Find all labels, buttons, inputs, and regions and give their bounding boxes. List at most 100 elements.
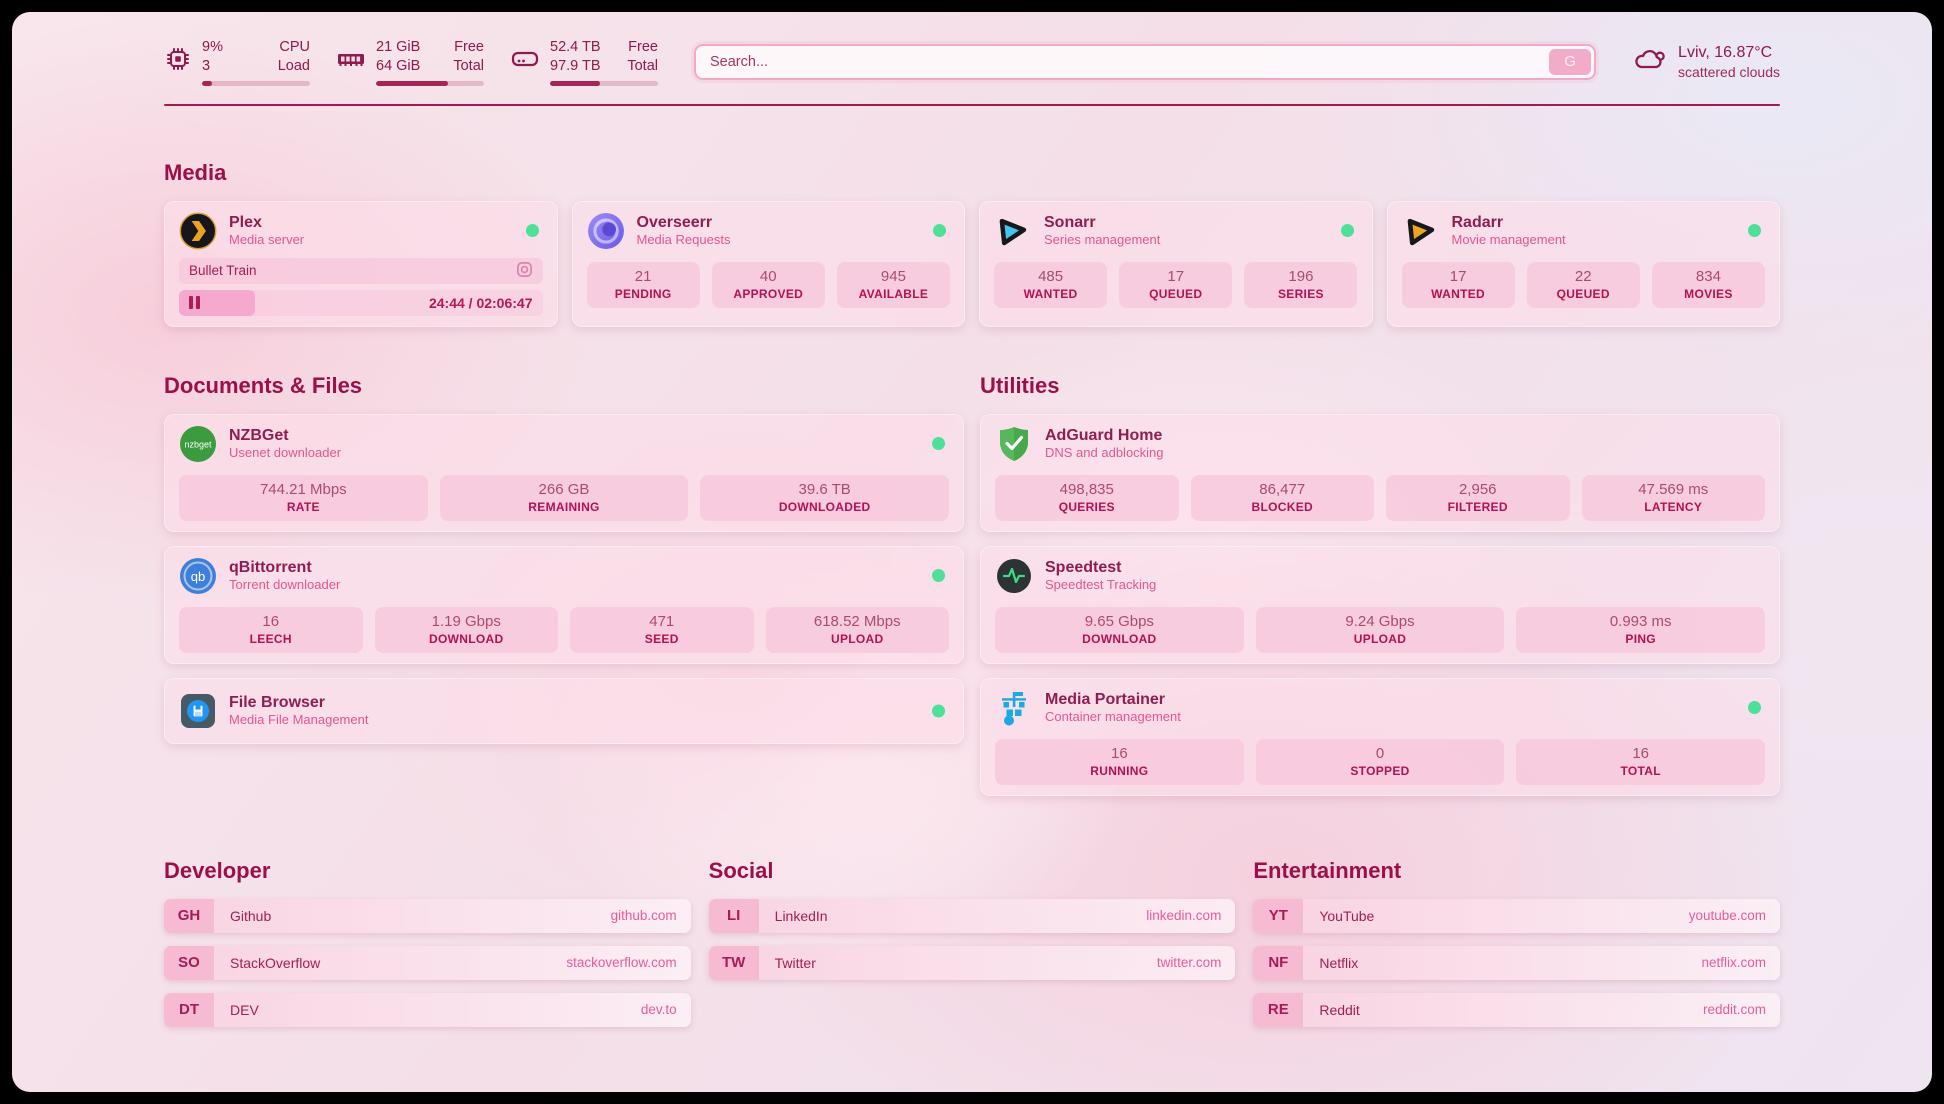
section-title-social: Social — [708, 857, 774, 883]
bookmark-netflix[interactable]: NF Netflix netflix.com — [1253, 945, 1780, 980]
app-subtitle: Series management — [1044, 231, 1161, 247]
app-card-nzbget[interactable]: nzbget NZBGet Usenet downloader 744.21 M… — [164, 413, 964, 532]
bookmark-name: Reddit — [1319, 1001, 1360, 1018]
app-subtitle: Media server — [229, 231, 305, 247]
dashboard-container: 9% 3 CPU Load — [12, 12, 1932, 1092]
stat-pill: 9.65 Gbps DOWNLOAD — [995, 606, 1244, 653]
section-media: Media Plex Media server Bullet Train — [164, 160, 1780, 327]
disk-total-value: 97.9 TB — [550, 57, 601, 74]
app-name: AdGuard Home — [1045, 426, 1163, 444]
playback-time: 24:44 / 02:06:47 — [428, 294, 533, 311]
disk-free-label: Free — [628, 39, 658, 55]
bookmark-url: twitter.com — [1156, 955, 1222, 971]
app-card-portainer[interactable]: Media Portainer Container management 16 R… — [980, 677, 1780, 796]
search-input[interactable] — [710, 53, 1543, 70]
dashboard-page: 9% 3 CPU Load — [12, 12, 1932, 1092]
stat-pill: 744.21 Mbps RATE — [179, 474, 428, 521]
overseerr-icon — [587, 212, 625, 250]
bookmark-name: Github — [230, 907, 272, 924]
bookmark-name: YouTube — [1319, 907, 1375, 924]
stat-pill: 485 WANTED — [994, 261, 1108, 308]
section-developer: Developer GH Github github.com SO StackO… — [164, 858, 691, 1027]
stat-pill: 22 QUEUED — [1526, 261, 1640, 308]
stat-pill: 86,477 BLOCKED — [1190, 474, 1374, 521]
bookmark-youtube[interactable]: YT YouTube youtube.com — [1253, 898, 1780, 933]
bookmark-url: linkedin.com — [1146, 908, 1222, 924]
plex-icon — [179, 212, 217, 250]
app-name: Sonarr — [1044, 213, 1096, 231]
app-name: Media Portainer — [1045, 690, 1166, 708]
bookmark-abbr: SO — [164, 945, 214, 980]
disk-icon — [510, 45, 540, 78]
stat-pill: 2,956 FILTERED — [1386, 474, 1570, 521]
app-card-plex[interactable]: Plex Media server Bullet Train 24:44 / 0… — [164, 200, 558, 327]
weather-location-temp: Lviv, 16.87°C — [1678, 43, 1773, 61]
status-indicator — [1748, 700, 1761, 714]
stat-pill: 16 RUNNING — [995, 738, 1244, 785]
app-card-qbittorrent[interactable]: qb qBittorrent Torrent downloader 16 LEEC… — [164, 545, 964, 664]
radarr-icon — [1402, 212, 1440, 250]
svg-text:nzbget: nzbget — [184, 439, 212, 449]
app-subtitle: Container management — [1045, 708, 1181, 724]
bookmark-url: dev.to — [640, 1002, 677, 1018]
app-card-filebrowser[interactable]: File Browser Media File Management — [164, 677, 964, 744]
section-title-utilities: Utilities — [980, 372, 1060, 398]
section-title-media: Media — [164, 159, 227, 185]
playback-progress-bar: 24:44 / 02:06:47 — [179, 289, 543, 316]
stat-pill: 0 STOPPED — [1255, 738, 1505, 785]
status-indicator — [525, 223, 539, 237]
bookmark-twitter[interactable]: TW Twitter twitter.com — [708, 945, 1236, 980]
app-name: Overseerr — [636, 213, 713, 231]
disk-total-label: Total — [627, 57, 658, 74]
cpu-icon — [164, 45, 192, 78]
adguard-icon — [995, 425, 1033, 463]
cpu-load-value: 3 — [202, 57, 211, 74]
bookmark-url: youtube.com — [1688, 908, 1766, 924]
bookmark-dev[interactable]: DT DEV dev.to — [164, 992, 691, 1027]
bookmark-url: netflix.com — [1701, 955, 1766, 971]
section-documents: Documents & Files nzbget NZBGet Usenet d… — [164, 373, 964, 744]
bookmark-name: StackOverflow — [230, 954, 321, 971]
stat-pill: 39.6 TB DOWNLOADED — [700, 474, 949, 521]
app-subtitle: DNS and adblocking — [1045, 444, 1164, 460]
bookmark-stackoverflow[interactable]: SO StackOverflow stackoverflow.com — [164, 945, 691, 980]
qbittorrent-icon: qb — [179, 557, 217, 595]
status-indicator — [932, 704, 945, 718]
stat-pill: 40 APPROVED — [711, 261, 825, 308]
bookmark-name: DEV — [230, 1001, 259, 1018]
cloud-icon — [1632, 44, 1666, 79]
speedtest-icon — [995, 557, 1033, 595]
app-card-adguard[interactable]: AdGuard Home DNS and adblocking 498,835 Q… — [980, 413, 1780, 532]
stat-pill: 266 GB REMAINING — [439, 474, 689, 521]
stat-pill: 834 MOVIES — [1651, 261, 1765, 308]
stat-pill: 498,835 QUERIES — [995, 474, 1179, 521]
bookmark-github[interactable]: GH Github github.com — [164, 898, 691, 933]
bookmark-name: LinkedIn — [774, 907, 828, 924]
stat-pill: 17 WANTED — [1401, 261, 1515, 308]
search-engine-button[interactable]: G — [1549, 48, 1592, 75]
status-indicator — [932, 568, 945, 582]
app-card-radarr[interactable]: Radarr Movie management 17 WANTED 22 QUEUE… — [1386, 200, 1780, 327]
stat-pill: 9.24 Gbps UPLOAD — [1255, 606, 1505, 653]
section-title-developer: Developer — [164, 857, 271, 883]
section-title-documents: Documents & Files — [164, 372, 363, 398]
bookmark-abbr: TW — [708, 945, 759, 980]
app-card-overseerr[interactable]: Overseerr Media Requests 21 PENDING 40 APP… — [571, 200, 965, 327]
app-card-sonarr[interactable]: Sonarr Series management 485 WANTED 17 QUE… — [979, 200, 1373, 327]
cpu-usage-label: CPU — [279, 39, 310, 55]
bookmark-reddit[interactable]: RE Reddit reddit.com — [1253, 992, 1780, 1027]
stat-pill: 471 SEED — [570, 606, 754, 653]
now-playing-row: Bullet Train — [179, 257, 543, 284]
filebrowser-icon — [179, 692, 217, 730]
disk-free-value: 52.4 TB — [550, 39, 601, 55]
bookmark-linkedin[interactable]: LI LinkedIn linkedin.com — [708, 898, 1236, 933]
app-card-speedtest[interactable]: Speedtest Speedtest Tracking 9.65 Gbps DO… — [980, 545, 1780, 664]
pause-icon[interactable] — [189, 296, 200, 310]
weather-widget[interactable]: Lviv, 16.87°C scattered clouds — [1632, 42, 1780, 82]
search-bar: G — [694, 43, 1597, 80]
stat-pill: 47.569 ms LATENCY — [1581, 474, 1765, 521]
bookmark-abbr: RE — [1253, 992, 1304, 1027]
app-name: Speedtest — [1045, 558, 1122, 576]
app-name: File Browser — [229, 693, 326, 711]
stat-pill: 196 SERIES — [1244, 261, 1358, 308]
